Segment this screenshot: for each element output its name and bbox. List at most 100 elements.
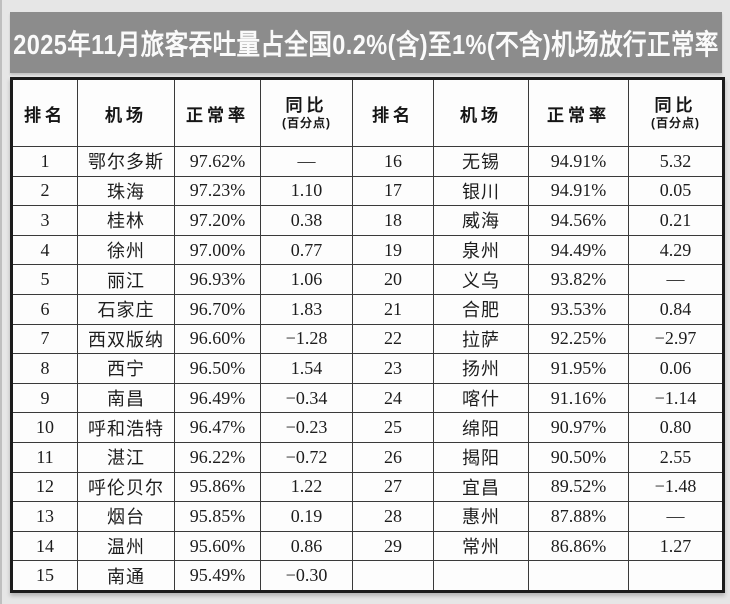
right-rank-cell: 16 — [352, 146, 434, 177]
right-yoy-cell: −1.14 — [628, 382, 724, 414]
right-airport-cell: 绵阳 — [433, 412, 529, 443]
left-yoy-cell: −0.30 — [260, 560, 353, 592]
right-airport-cell: 银川 — [433, 175, 529, 207]
left-rate-cell: 96.49% — [174, 382, 261, 414]
left-yoy-cell: 0.38 — [260, 205, 353, 236]
left-rank-cell: 12 — [11, 471, 78, 503]
left-rate-cell: 95.86% — [174, 471, 261, 503]
left-rate-cell: 95.60% — [174, 530, 261, 562]
table-row: 7 西双版纳 96.60% −1.28 22 拉萨 92.25% −2.97 — [11, 323, 724, 355]
right-rank-cell: 18 — [352, 205, 434, 236]
table-row: 3 桂林 97.20% 0.38 18 威海 94.56% 0.21 — [11, 205, 724, 236]
right-rate-cell: 89.52% — [528, 471, 629, 503]
right-airport-cell: 宜昌 — [433, 471, 529, 503]
right-yoy-cell: 2.55 — [628, 441, 724, 473]
header-yoy-label: 同比 — [654, 95, 697, 115]
right-airport-cell: 扬州 — [433, 353, 529, 384]
header-yoy-right: 同比 (百分点) — [628, 78, 724, 147]
table-row: 9 南昌 96.49% −0.34 24 喀什 91.16% −1.14 — [11, 382, 724, 414]
right-rate-cell: 86.86% — [528, 530, 629, 562]
header-airport-right: 机场 — [433, 78, 529, 147]
left-yoy-cell: −0.23 — [260, 412, 353, 443]
page-title: 2025年11月旅客吞吐量占全国0.2%(含)至1%(不含)机场放行正常率 — [13, 28, 719, 60]
header-airport-left: 机场 — [77, 78, 175, 147]
left-yoy-cell: 0.86 — [260, 530, 353, 562]
table-row: 8 西宁 96.50% 1.54 23 扬州 91.95% 0.06 — [11, 353, 724, 384]
right-rank-cell: 27 — [352, 471, 434, 503]
left-rank-cell: 3 — [11, 205, 78, 236]
header-yoy-unit: (百分点) — [651, 115, 700, 130]
right-rate-cell — [528, 560, 629, 592]
right-yoy-cell — [628, 560, 724, 592]
right-airport-cell: 合肥 — [433, 293, 529, 325]
table-row: 1 鄂尔多斯 97.62% —16 无锡 94.91% 5.32 — [11, 146, 724, 177]
right-rate-cell: 93.82% — [528, 264, 629, 295]
left-airport-cell: 西宁 — [77, 353, 175, 384]
left-airport-cell: 呼和浩特 — [77, 412, 175, 443]
left-rank-cell: 2 — [11, 175, 78, 207]
right-yoy-cell: 0.21 — [628, 205, 724, 236]
right-airport-cell: 拉萨 — [433, 323, 529, 355]
left-rank-cell: 11 — [11, 441, 78, 473]
right-airport-cell: 义乌 — [433, 264, 529, 295]
right-rank-cell: 28 — [352, 501, 434, 532]
left-rank-cell: 10 — [11, 412, 78, 443]
right-rate-cell: 92.25% — [528, 323, 629, 355]
left-yoy-cell: 1.83 — [260, 293, 353, 325]
right-rate-cell: 90.97% — [528, 412, 629, 443]
left-rank-cell: 13 — [11, 501, 78, 532]
left-rate-cell: 96.47% — [174, 412, 261, 443]
left-yoy-cell: 1.06 — [260, 264, 353, 295]
right-rate-cell: 87.88% — [528, 501, 629, 532]
right-yoy-cell: 1.27 — [628, 530, 724, 562]
header-rank-right: 排名 — [352, 78, 434, 147]
right-yoy-cell: 0.05 — [628, 175, 724, 207]
table-row: 11 湛江 96.22% −0.72 26 揭阳 90.50% 2.55 — [11, 441, 724, 473]
right-airport-cell: 惠州 — [433, 501, 529, 532]
right-airport-cell — [433, 560, 529, 592]
left-rank-cell: 6 — [11, 293, 78, 325]
left-rank-cell: 1 — [11, 146, 78, 177]
right-rank-cell: 23 — [352, 353, 434, 384]
left-yoy-cell: 1.22 — [260, 471, 353, 503]
right-yoy-cell: 0.84 — [628, 293, 724, 325]
right-yoy-cell: 4.29 — [628, 234, 724, 266]
left-airport-cell: 南昌 — [77, 382, 175, 414]
left-rate-cell: 96.70% — [174, 293, 261, 325]
left-airport-cell: 石家庄 — [77, 293, 175, 325]
left-rank-cell: 15 — [11, 560, 78, 592]
table-row: 13 烟台 95.85% 0.19 28 惠州 87.88% — — [11, 501, 724, 532]
right-rate-cell: 94.91% — [528, 146, 629, 177]
right-rank-cell — [352, 560, 434, 592]
left-rank-cell: 5 — [11, 264, 78, 295]
table-row: 12 呼伦贝尔 95.86% 1.22 27 宜昌 89.52% −1.48 — [11, 471, 724, 503]
right-rate-cell: 94.91% — [528, 175, 629, 207]
right-yoy-cell: — — [628, 501, 724, 532]
table-row: 10 呼和浩特 96.47% −0.23 25 绵阳 90.97% 0.80 — [11, 412, 724, 443]
table-header: 排名 机场 正常率 同比 (百分点) 排名 机场 正常率 同比 (百分点) — [11, 78, 724, 147]
left-yoy-cell: −1.28 — [260, 323, 353, 355]
right-yoy-cell: 0.80 — [628, 412, 724, 443]
header-yoy-label: 同比 — [285, 95, 328, 115]
left-airport-cell: 呼伦贝尔 — [77, 471, 175, 503]
right-yoy-cell: −1.48 — [628, 471, 724, 503]
left-rate-cell: 95.85% — [174, 501, 261, 532]
right-airport-cell: 常州 — [433, 530, 529, 562]
header-rank-left: 排名 — [11, 78, 78, 147]
left-rank-cell: 4 — [11, 234, 78, 266]
left-airport-cell: 珠海 — [77, 175, 175, 207]
right-rate-cell: 94.56% — [528, 205, 629, 236]
right-yoy-cell: — — [628, 264, 724, 295]
right-yoy-cell: 0.06 — [628, 353, 724, 384]
right-yoy-cell: 5.32 — [628, 146, 724, 177]
right-airport-cell: 揭阳 — [433, 441, 529, 473]
header-rate-right: 正常率 — [528, 78, 629, 147]
title-bar: 2025年11月旅客吞吐量占全国0.2%(含)至1%(不含)机场放行正常率 — [10, 12, 722, 73]
right-rank-cell: 17 — [352, 175, 434, 207]
table-row: 15 南通 95.49% −0.30 — [11, 560, 724, 592]
left-airport-cell: 温州 — [77, 530, 175, 562]
right-rate-cell: 90.50% — [528, 441, 629, 473]
header-yoy-left: 同比 (百分点) — [260, 78, 353, 147]
right-rank-cell: 24 — [352, 382, 434, 414]
